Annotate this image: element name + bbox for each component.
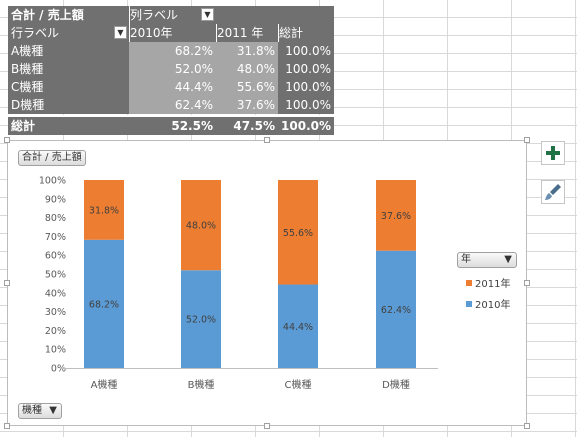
bar-segment[interactable] xyxy=(84,180,124,240)
x-category-label: A機種 xyxy=(91,378,118,391)
bar-segment[interactable] xyxy=(278,284,318,368)
chart-elements-button[interactable] xyxy=(541,141,565,165)
paintbrush-icon xyxy=(545,184,561,200)
pivot-row-label[interactable]: B機種 xyxy=(8,60,129,78)
value-field-button[interactable]: 合計 / 売上額 xyxy=(18,150,86,166)
pivot-total-row: 総計 52.5% 47.5% 100.0% xyxy=(8,115,334,135)
pivot-cell-2011[interactable]: 37.6% xyxy=(216,96,278,114)
legend-label: 2010年 xyxy=(475,300,511,311)
legend-field-label: 年 xyxy=(461,254,471,265)
dropdown-arrow-icon: ▼ xyxy=(49,405,57,416)
bar-segment[interactable] xyxy=(181,270,221,368)
y-tick-label: 100% xyxy=(39,176,66,187)
y-tick-label: 10% xyxy=(45,345,66,356)
pivot-row: B機種 52.0% 48.0% 100.0% xyxy=(8,60,334,78)
pivot-header-row-1: 合計 / 売上額 列ラベル ▼ xyxy=(8,6,334,24)
dropdown-arrow-icon: ▼ xyxy=(504,254,512,265)
pivot-cell-total[interactable]: 100.0% xyxy=(278,96,334,114)
pivot-cell-2010[interactable]: 62.4% xyxy=(129,96,216,114)
x-category-label: D機種 xyxy=(382,378,410,391)
resize-handle[interactable] xyxy=(4,280,10,286)
y-tick-label: 50% xyxy=(45,270,66,281)
data-label: 48.0% xyxy=(186,221,216,232)
resize-handle[interactable] xyxy=(4,423,10,429)
data-label: 31.8% xyxy=(89,205,119,216)
y-tick-label: 20% xyxy=(45,326,66,337)
legend-swatch xyxy=(466,301,472,307)
pivot-row-label[interactable]: A機種 xyxy=(8,42,129,60)
legend-entry-2011[interactable]: 2011年 xyxy=(466,275,510,290)
pivot-total-label[interactable]: 総計 xyxy=(8,117,129,135)
y-tick-label: 90% xyxy=(45,194,66,205)
axis-field-button[interactable]: 機種 ▼ xyxy=(18,403,62,419)
x-category-label: C機種 xyxy=(285,378,312,391)
pivot-row: C機種 44.4% 55.6% 100.0% xyxy=(8,78,334,96)
y-tick-label: 0% xyxy=(51,364,66,375)
pivot-total-2011[interactable]: 47.5% xyxy=(216,117,278,135)
pivot-row-label[interactable]: D機種 xyxy=(8,96,129,114)
data-label: 62.4% xyxy=(381,305,411,316)
bar-segment[interactable] xyxy=(278,180,318,285)
y-tick-label: 30% xyxy=(45,307,66,318)
pivot-header-blank xyxy=(278,6,334,24)
y-tick-label: 40% xyxy=(45,288,66,299)
legend-entry-2010[interactable]: 2010年 xyxy=(466,296,510,311)
pivot-cell-2010[interactable]: 44.4% xyxy=(129,78,216,96)
filter-dropdown-icon[interactable]: ▼ xyxy=(114,26,127,39)
data-label: 68.2% xyxy=(89,299,119,310)
pivot-total-2010[interactable]: 52.5% xyxy=(129,117,216,135)
pivot-cell-2011[interactable]: 31.8% xyxy=(216,42,278,60)
column-labels-text: 列ラベル xyxy=(130,8,179,22)
pivot-cell-total[interactable]: 100.0% xyxy=(278,60,334,78)
pivot-row: D機種 62.4% 37.6% 100.0% xyxy=(8,96,334,114)
legend-swatch xyxy=(466,280,472,286)
resize-handle[interactable] xyxy=(264,137,270,143)
legend-field-button[interactable]: 年 ▼ xyxy=(457,252,517,268)
bar-segment[interactable] xyxy=(376,180,416,251)
pivot-chart[interactable]: 合計 / 売上額 0% 10% 20% 30% 40% 50% 60% 70% 80% 90% 10… xyxy=(7,140,527,426)
bar-segment[interactable] xyxy=(84,239,124,368)
row-labels-text: 行ラベル xyxy=(11,26,60,40)
resize-handle[interactable] xyxy=(264,423,270,429)
pivot-col-header-total[interactable]: 総計 xyxy=(278,24,334,42)
pivot-cell-2011[interactable]: 55.6% xyxy=(216,78,278,96)
y-tick-label: 80% xyxy=(45,213,66,224)
data-label: 52.0% xyxy=(186,315,216,326)
pivot-header-blank xyxy=(216,6,278,24)
resize-handle[interactable] xyxy=(4,137,10,143)
pivot-cell-total[interactable]: 100.0% xyxy=(278,42,334,60)
pivot-row-label[interactable]: C機種 xyxy=(8,78,129,96)
y-tick-label: 70% xyxy=(45,232,66,243)
filter-dropdown-icon[interactable]: ▼ xyxy=(201,8,214,21)
pivot-cell-2010[interactable]: 52.0% xyxy=(129,60,216,78)
pivot-cell-2010[interactable]: 68.2% xyxy=(129,42,216,60)
pivot-col-header-2010[interactable]: 2010年 xyxy=(129,24,216,42)
pivot-column-labels-header[interactable]: 列ラベル ▼ xyxy=(129,6,216,24)
pivot-value-field-header[interactable]: 合計 / 売上額 xyxy=(8,6,129,24)
resize-handle[interactable] xyxy=(524,137,530,143)
data-label: 37.6% xyxy=(381,211,411,222)
pivot-col-header-2011[interactable]: 2011 年 xyxy=(216,24,278,42)
pivot-row: A機種 68.2% 31.8% 100.0% xyxy=(8,42,334,60)
pivot-header-row-2: 行ラベル ▼ 2010年 2011 年 総計 xyxy=(8,24,334,42)
pivot-cell-2011[interactable]: 48.0% xyxy=(216,60,278,78)
pivot-row-labels-header[interactable]: 行ラベル ▼ xyxy=(8,24,129,42)
pivot-grand-total[interactable]: 100.0% xyxy=(278,117,334,135)
legend-label: 2011年 xyxy=(475,279,511,290)
bar-segment[interactable] xyxy=(376,250,416,368)
bar-segment[interactable] xyxy=(181,180,221,271)
axis-field-label: 機種 xyxy=(22,405,42,416)
pivot-cell-total[interactable]: 100.0% xyxy=(278,78,334,96)
resize-handle[interactable] xyxy=(524,280,530,286)
data-label: 44.4% xyxy=(283,322,313,333)
resize-handle[interactable] xyxy=(524,423,530,429)
data-label: 55.6% xyxy=(283,228,313,239)
chart-styles-button[interactable] xyxy=(541,180,565,204)
plus-icon xyxy=(546,146,560,160)
y-tick-label: 60% xyxy=(45,251,66,262)
chart-plot: 0% 10% 20% 30% 40% 50% 60% 70% 80% 90% 100% 68.2% 31… xyxy=(39,176,438,391)
x-category-label: B機種 xyxy=(188,378,215,391)
